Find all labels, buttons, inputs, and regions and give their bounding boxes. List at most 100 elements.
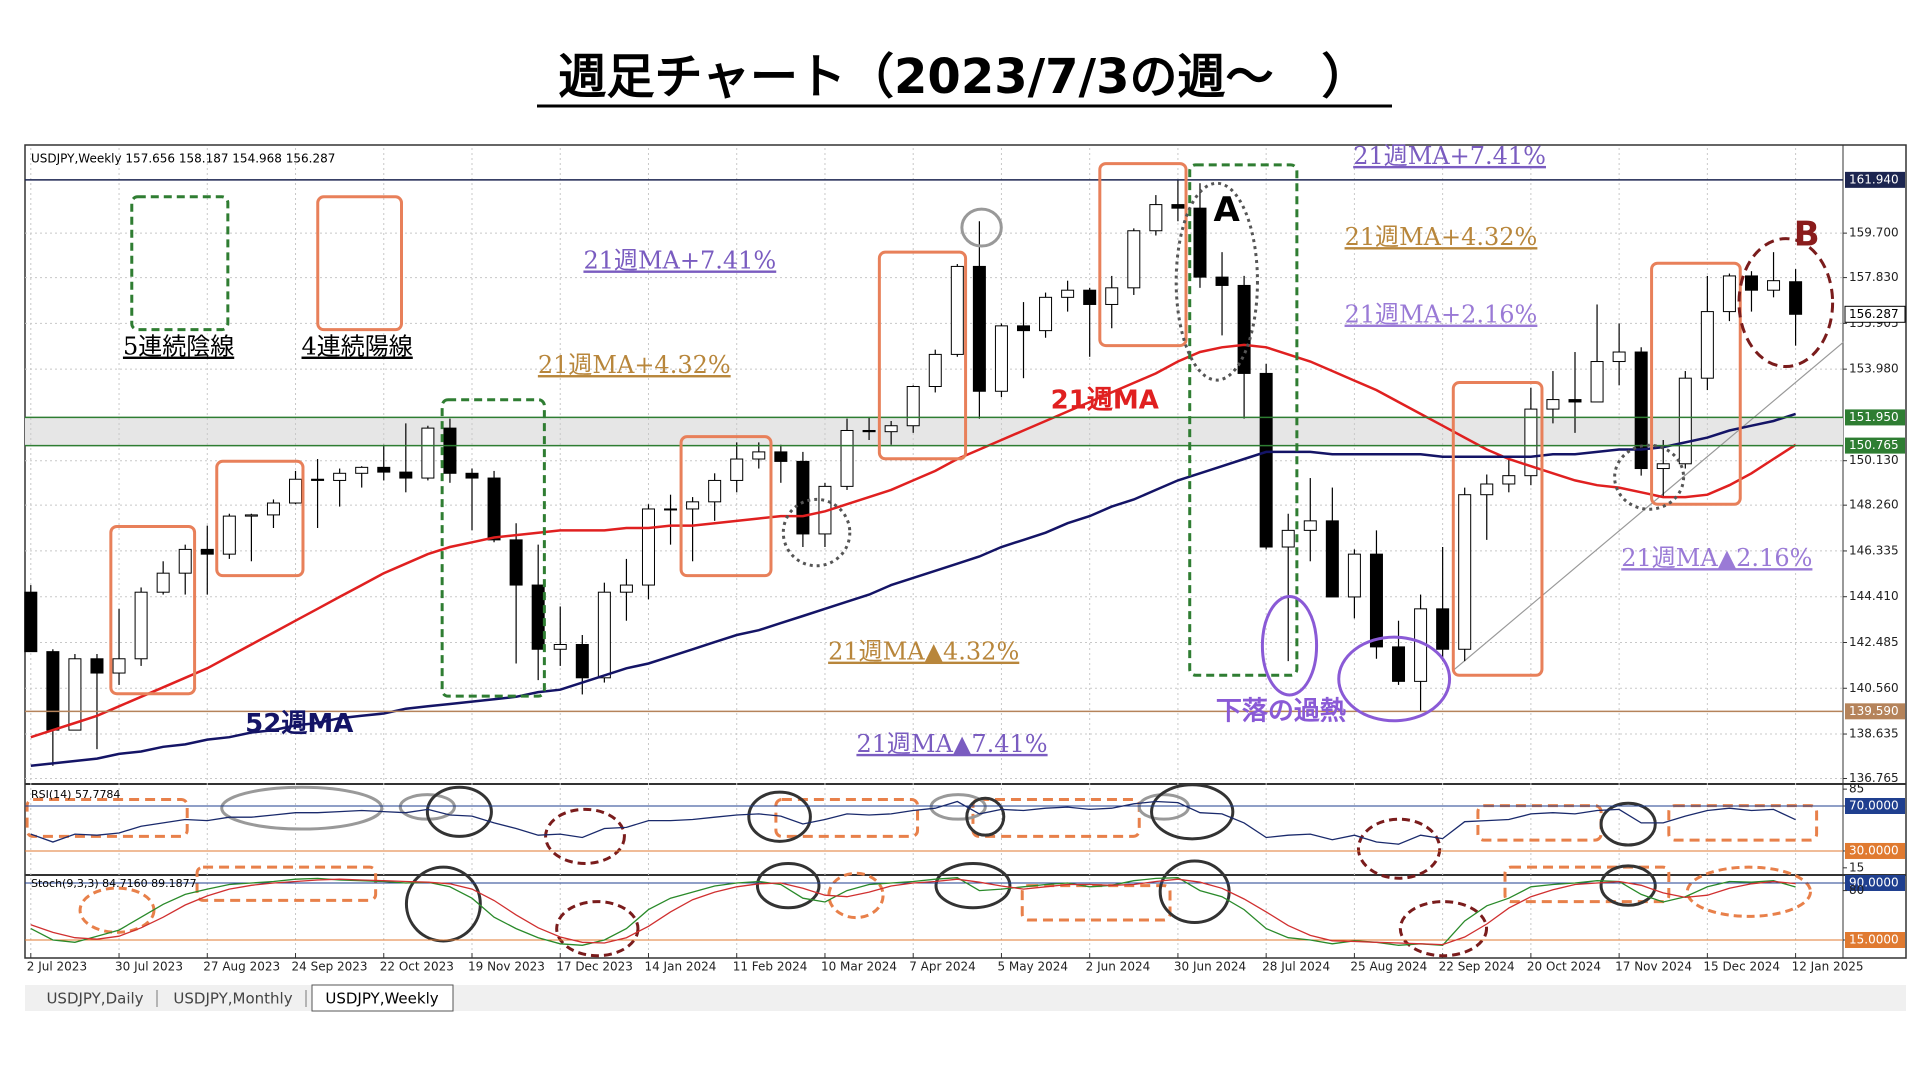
candle-body [1149, 204, 1163, 232]
candle-body [1281, 529, 1295, 548]
moving-average [30, 412, 1796, 768]
candle-body [1325, 520, 1339, 598]
tick-label-bg [1845, 842, 1905, 859]
annotation-ellipse [755, 861, 821, 910]
x-tick-label: 28 Jul 2024 [1262, 960, 1330, 974]
y-tick-label: 140.560 [1849, 681, 1899, 695]
annotation: 21週MA▲4.32% [828, 638, 1019, 666]
x-tick-label: 15 Dec 2024 [1703, 960, 1780, 974]
annotation-ellipse [1613, 443, 1686, 511]
candle-body [421, 427, 435, 479]
x-tick-label: 7 Apr 2024 [909, 960, 976, 974]
level-label: 150.765 [1849, 438, 1899, 452]
y-tick-label: 144.410 [1849, 589, 1899, 603]
candle-body [1259, 372, 1273, 548]
annotation-ellipse [544, 807, 626, 865]
level-label-bg [1845, 703, 1905, 720]
candle-body [1127, 230, 1141, 289]
candle-body [1215, 276, 1229, 286]
annotation-ellipse [1737, 237, 1835, 369]
candle-body [1590, 361, 1604, 403]
annotation-box [316, 195, 404, 332]
y-tick-label: 138.635 [1849, 727, 1899, 741]
x-tick-label: 22 Sep 2024 [1439, 960, 1515, 974]
annotation-box [440, 398, 546, 698]
candle-body [90, 658, 104, 674]
annotation-ellipse [1356, 817, 1442, 880]
annotation: 21週MA▲2.16% [1621, 544, 1812, 572]
x-tick-label: 5 May 2024 [997, 960, 1068, 974]
y-tick-label: 136.765 [1849, 771, 1899, 785]
candle-body [465, 472, 479, 479]
candle-body [1171, 204, 1185, 209]
candle-body [950, 265, 964, 355]
candle-body [1347, 553, 1361, 598]
x-tick-label: 12 Jan 2025 [1792, 960, 1864, 974]
x-tick-label: 20 Oct 2024 [1527, 960, 1601, 974]
tab-bar [25, 985, 1906, 1011]
panel-header: USDJPY,Weekly 157.656 158.187 154.968 15… [31, 152, 335, 166]
annotation: 52週MA [245, 709, 353, 739]
y-tick-label: 85 [1849, 782, 1864, 796]
annotation-ellipse [1398, 900, 1489, 958]
candle-body [355, 466, 369, 474]
candle-body [862, 429, 876, 433]
annotation-box [774, 798, 920, 838]
annotation-box [1451, 381, 1544, 677]
annotation-ellipse [404, 865, 482, 943]
candle-body [1237, 284, 1251, 374]
panel-header: RSI(14) 57.7784 [31, 788, 120, 801]
y-tick-label: 70.0000 [1849, 798, 1899, 812]
annotation-ellipse [1150, 783, 1235, 841]
x-tick-label: 17 Nov 2024 [1615, 960, 1692, 974]
candle-body [1546, 399, 1560, 410]
candle-body [1105, 287, 1119, 305]
candle-body [597, 591, 611, 679]
x-tick-label: 2 Jul 2023 [27, 960, 87, 974]
candle-body [1744, 275, 1758, 291]
candle-body [222, 515, 236, 555]
tick-label-bg [1845, 932, 1905, 949]
candle-body [1767, 280, 1781, 291]
candle-body [1524, 408, 1538, 477]
y-tick-label: 159.700 [1849, 226, 1899, 240]
indicator-line [30, 800, 1796, 845]
tab[interactable]: USDJPY,Weekly [325, 990, 438, 1008]
candle-body [1700, 311, 1714, 379]
price-tag: 156.287 [1849, 307, 1899, 321]
annotation-ellipse [965, 796, 1006, 837]
indicator-line [30, 878, 1796, 946]
candle-body [200, 548, 214, 555]
candle-body [68, 658, 82, 731]
candle-body [178, 548, 192, 574]
annotation: 4連続陽線 [302, 333, 413, 361]
indicator-line [30, 877, 1796, 946]
annotation-ellipse [1174, 181, 1259, 382]
panel-header: Stoch(9,3,3) 84.7160 89.1877 [31, 877, 197, 890]
annotation-box [130, 195, 230, 332]
annotation-ellipse [555, 900, 640, 958]
annotation-ellipse [425, 785, 493, 838]
candle-body [289, 478, 303, 504]
candle-body [1678, 377, 1692, 465]
annotation-box [215, 459, 305, 578]
annotation-ellipse [1337, 635, 1452, 723]
x-tick-label: 25 Aug 2024 [1350, 960, 1427, 974]
candle-body [1789, 281, 1803, 315]
tab[interactable]: USDJPY,Daily [46, 990, 143, 1008]
annotation-ellipse [1260, 595, 1319, 697]
candle-body [1303, 520, 1317, 531]
x-tick-label: 14 Jan 2024 [644, 960, 716, 974]
level-label-bg [1845, 171, 1905, 188]
tab[interactable]: USDJPY,Monthly [173, 990, 292, 1008]
candle-body [1083, 289, 1097, 305]
candle-body [156, 572, 170, 593]
tick-label-bg [1845, 874, 1905, 891]
y-tick-label: 153.980 [1849, 362, 1899, 376]
candle-body [708, 479, 722, 503]
trend-line [1452, 341, 1845, 671]
candle-body [1634, 351, 1648, 470]
annotation-ellipse [934, 861, 1012, 910]
annotation-box [25, 798, 189, 838]
